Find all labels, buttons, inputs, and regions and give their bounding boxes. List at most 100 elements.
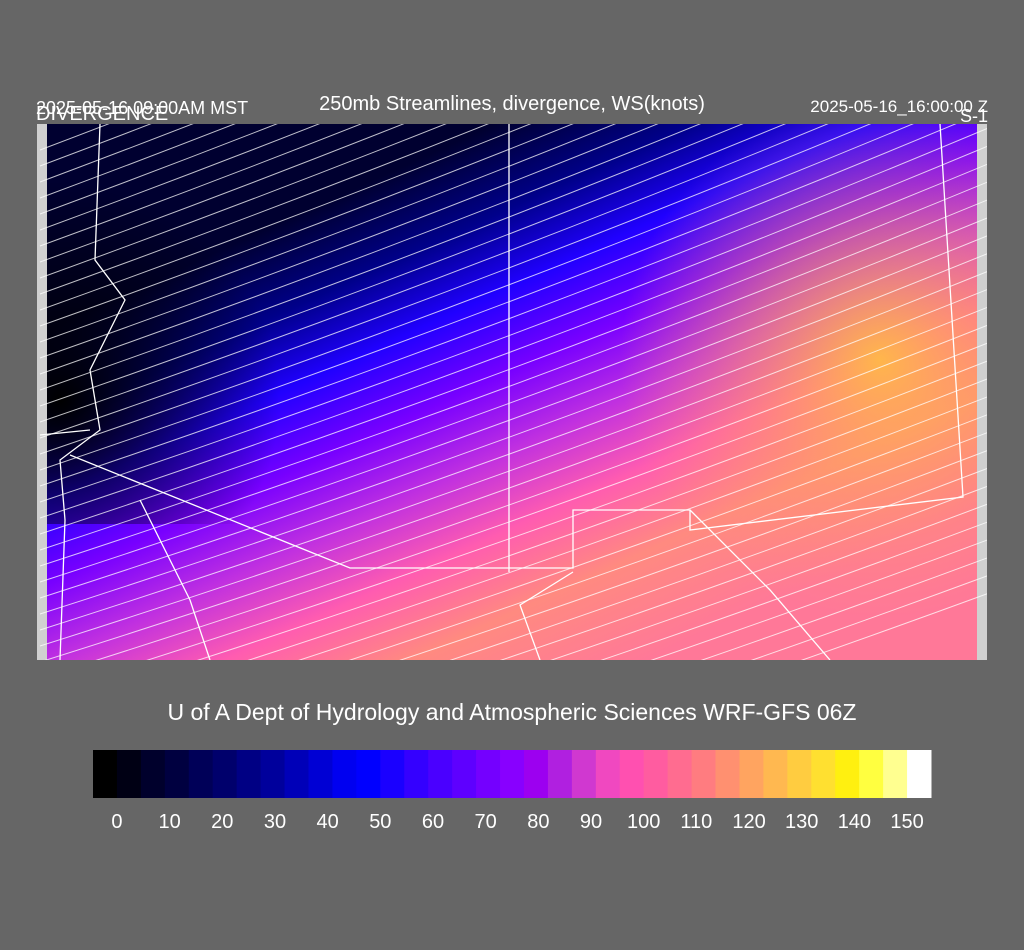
colorbar-tick-label: 110 xyxy=(680,811,712,833)
colorbar-cell xyxy=(691,750,717,798)
streamline xyxy=(247,396,987,660)
streamline xyxy=(95,342,987,660)
colorbar-cell xyxy=(883,750,908,798)
field-name: DIVERGENCE xyxy=(36,103,168,125)
colorbar-cell xyxy=(260,750,286,798)
streamline xyxy=(39,124,659,359)
colorbar-cell xyxy=(547,750,573,798)
streamline xyxy=(600,521,987,660)
streamline xyxy=(39,124,617,343)
colorbar-cell xyxy=(308,750,333,798)
streamline xyxy=(39,124,447,279)
colorbar-cell xyxy=(428,750,453,798)
map xyxy=(37,124,987,660)
colorbar-cell xyxy=(116,750,142,798)
colorbar-tick-label: 30 xyxy=(264,811,286,833)
colorbar-cell xyxy=(164,750,190,798)
colorbar-cell xyxy=(907,750,932,798)
streamline xyxy=(39,124,489,295)
colorbar-cell xyxy=(452,750,477,798)
streamline xyxy=(700,557,987,660)
colorbar-tick-label: 140 xyxy=(838,811,871,833)
streamline xyxy=(348,432,987,660)
streamline xyxy=(39,199,987,551)
credit: U of A Dept of Hydrology and Atmospheric… xyxy=(167,699,856,725)
local-time: 2025-05-16 09:00AM MST xyxy=(36,98,248,118)
streamline xyxy=(449,468,987,660)
colorbar-cell xyxy=(859,750,884,798)
streamline xyxy=(39,124,744,391)
colorbar-cell xyxy=(595,750,621,798)
streamline xyxy=(39,253,987,599)
colorbar-cell xyxy=(93,750,118,798)
streamline xyxy=(499,485,987,660)
streamline xyxy=(39,124,914,455)
streamline xyxy=(800,593,987,660)
colorbar-cell xyxy=(212,750,238,798)
streamline xyxy=(39,124,278,215)
colorbar-cell xyxy=(835,750,860,798)
colorbar-cell xyxy=(236,750,262,798)
streamline xyxy=(44,324,987,660)
colorbar-cell xyxy=(332,750,357,798)
colorbar-tick-label: 60 xyxy=(422,811,444,833)
colorbar-cell xyxy=(787,750,812,798)
streamline xyxy=(39,124,363,247)
streamline xyxy=(39,124,532,311)
colorbar-cell xyxy=(188,750,214,798)
streamline xyxy=(39,145,987,503)
streamline xyxy=(39,124,957,471)
streamline xyxy=(39,124,320,231)
streamline xyxy=(39,124,829,423)
streamline xyxy=(399,450,987,660)
streamline xyxy=(550,503,987,660)
colorbar-cell xyxy=(811,750,836,798)
streamline xyxy=(146,360,987,660)
colorbar-cell xyxy=(404,750,429,798)
streamline xyxy=(39,124,787,407)
colorbar-cell xyxy=(476,750,501,798)
streamline xyxy=(650,539,987,660)
colorbar-cell xyxy=(667,750,693,798)
colorbar-cell xyxy=(619,750,645,798)
streamline xyxy=(39,289,987,631)
streamline xyxy=(39,217,987,567)
streamline xyxy=(39,124,701,375)
streamline xyxy=(39,124,236,199)
colorbar-cell xyxy=(284,750,309,798)
colorbar-tick-label: 90 xyxy=(580,811,602,833)
streamline xyxy=(39,163,987,519)
colorbar-tick-label: 20 xyxy=(211,811,233,833)
streamline xyxy=(750,575,987,660)
colorbar-cell xyxy=(140,750,166,798)
map-title: 250mb Streamlines, divergence, WS(knots) xyxy=(319,93,705,115)
valid-time: 2025-05-16_16:00:00 Z xyxy=(810,97,988,116)
streamline xyxy=(39,235,987,583)
colorbar-cell xyxy=(500,750,525,798)
colorbar-tick-label: 40 xyxy=(317,811,339,833)
streamline xyxy=(39,271,987,615)
colorbar-tick-label: 130 xyxy=(785,811,818,833)
colorbar: 0 10 20 30 40 50 60 70 80 90 100 110 120 130 140 150 xyxy=(93,750,932,833)
colorbar-tick-label: 120 xyxy=(732,811,765,833)
panel-label: S-1 xyxy=(960,106,988,126)
colorbar-cell xyxy=(739,750,764,798)
streamline xyxy=(39,124,405,263)
streamline xyxy=(39,124,872,439)
colorbar-cell xyxy=(571,750,597,798)
streamline xyxy=(298,414,987,660)
streamline xyxy=(39,181,987,535)
colorbar-tick-label: 0 xyxy=(111,811,122,833)
colorbar-cell xyxy=(356,750,381,798)
colorbar-cell xyxy=(523,750,549,798)
colorbar-tick-label: 80 xyxy=(527,811,549,833)
colorbar-tick-label: 150 xyxy=(890,811,923,833)
streamline xyxy=(39,128,987,487)
colorbar-cell xyxy=(763,750,788,798)
streamline xyxy=(39,124,574,327)
streamline xyxy=(39,306,987,647)
colorbar-cell xyxy=(715,750,740,798)
colorbar-tick-label: 70 xyxy=(475,811,497,833)
colorbar-tick-label: 50 xyxy=(369,811,391,833)
